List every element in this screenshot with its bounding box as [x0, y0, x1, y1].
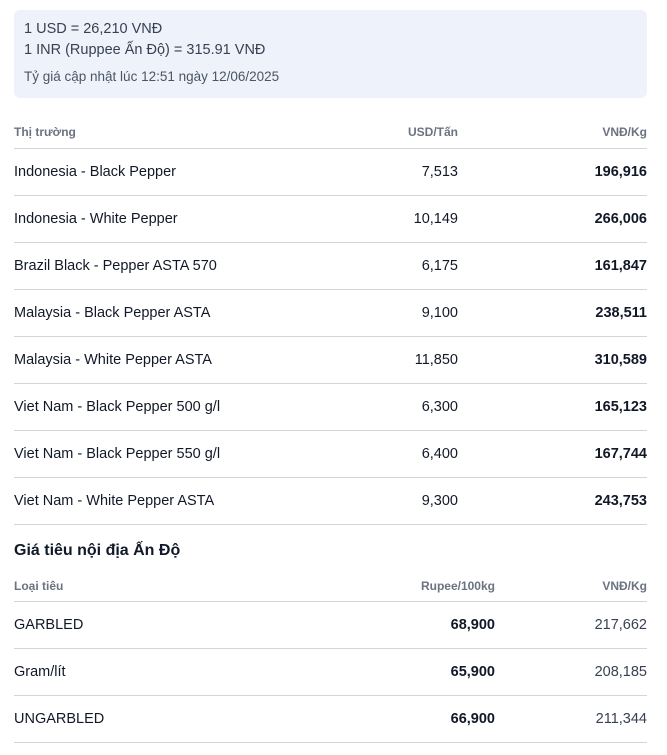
world-pepper-table: Thị trường USD/Tấn VNĐ/Kg Indonesia - Bl…	[14, 112, 647, 525]
market-name: Indonesia - White Pepper	[14, 211, 178, 227]
india-pepper-table: Loại tiêu Rupee/100kg VNĐ/Kg GARBLED 68,…	[14, 570, 647, 743]
table-row: Malaysia - White Pepper ASTA 11,850 310,…	[14, 337, 647, 384]
rupee-price: 66,900	[450, 711, 495, 727]
market-name: Viet Nam - White Pepper ASTA	[14, 493, 215, 509]
usd-price: 6,175	[421, 258, 458, 274]
table-header: Thị trường USD/Tấn VNĐ/Kg	[14, 112, 647, 149]
table-row: Viet Nam - Black Pepper 550 g/l 6,400 16…	[14, 431, 647, 478]
table-row: Malaysia - Black Pepper ASTA 9,100 238,5…	[14, 290, 647, 337]
inr-rate: 1 INR (Ruppee Ấn Độ) = 315.91 VNĐ	[24, 42, 266, 58]
vnd-price: 161,847	[594, 258, 647, 274]
pepper-type: GARBLED	[14, 617, 84, 633]
table-row: Viet Nam - Black Pepper 500 g/l 6,300 16…	[14, 384, 647, 431]
usd-price: 6,300	[421, 399, 458, 415]
vnd-price: 211,344	[595, 711, 647, 727]
india-section-title: Giá tiêu nội địa Ấn Độ	[14, 542, 181, 559]
usd-rate: 1 USD = 26,210 VNĐ	[24, 21, 163, 37]
exchange-rate-box: 1 USD = 26,210 VNĐ 1 INR (Ruppee Ấn Độ) …	[14, 10, 647, 98]
rate-update-time: Tỷ giá cập nhật lúc 12:51 ngày 12/06/202…	[24, 69, 280, 84]
rupee-price: 65,900	[450, 664, 495, 680]
vnd-price: 217,662	[594, 617, 647, 633]
usd-price: 6,400	[421, 446, 458, 462]
usd-price: 11,850	[414, 352, 458, 368]
table-row: Indonesia - White Pepper 10,149 266,006	[14, 196, 647, 243]
vnd-price: 165,123	[594, 399, 647, 415]
market-name: Viet Nam - Black Pepper 550 g/l	[14, 446, 221, 462]
vnd-price: 238,511	[595, 305, 647, 321]
header-usd: USD/Tấn	[407, 125, 458, 139]
usd-price: 10,149	[413, 211, 458, 227]
vnd-price: 196,916	[594, 164, 647, 180]
header-market: Thị trường	[14, 125, 76, 139]
header-type: Loại tiêu	[14, 579, 64, 593]
pepper-type: UNGARBLED	[14, 711, 105, 727]
table-row: UNGARBLED 66,900 211,344	[14, 696, 647, 743]
table-row: GARBLED 68,900 217,662	[14, 602, 647, 649]
table-header: Loại tiêu Rupee/100kg VNĐ/Kg	[14, 570, 647, 602]
table-row: Indonesia - Black Pepper 7,513 196,916	[14, 149, 647, 196]
vnd-price: 310,589	[594, 352, 647, 368]
vnd-price: 266,006	[594, 211, 647, 227]
vnd-price: 243,753	[594, 493, 647, 509]
market-name: Viet Nam - Black Pepper 500 g/l	[14, 399, 221, 415]
table-row: Brazil Black - Pepper ASTA 570 6,175 161…	[14, 243, 647, 290]
vnd-price: 208,185	[594, 664, 647, 680]
usd-price: 9,100	[421, 305, 458, 321]
header-vnd: VNĐ/Kg	[602, 579, 647, 593]
usd-price: 7,513	[421, 164, 458, 180]
market-name: Brazil Black - Pepper ASTA 570	[14, 258, 217, 274]
market-name: Indonesia - Black Pepper	[14, 164, 177, 180]
usd-price: 9,300	[421, 493, 458, 509]
header-vnd: VNĐ/Kg	[602, 125, 647, 139]
market-name: Malaysia - Black Pepper ASTA	[14, 305, 211, 321]
rupee-price: 68,900	[450, 617, 495, 633]
table-row: Viet Nam - White Pepper ASTA 9,300 243,7…	[14, 478, 647, 525]
pepper-type: Gram/lít	[14, 664, 66, 680]
table-row: Gram/lít 65,900 208,185	[14, 649, 647, 696]
vnd-price: 167,744	[594, 446, 647, 462]
header-rupee: Rupee/100kg	[420, 579, 495, 593]
market-name: Malaysia - White Pepper ASTA	[14, 352, 212, 368]
